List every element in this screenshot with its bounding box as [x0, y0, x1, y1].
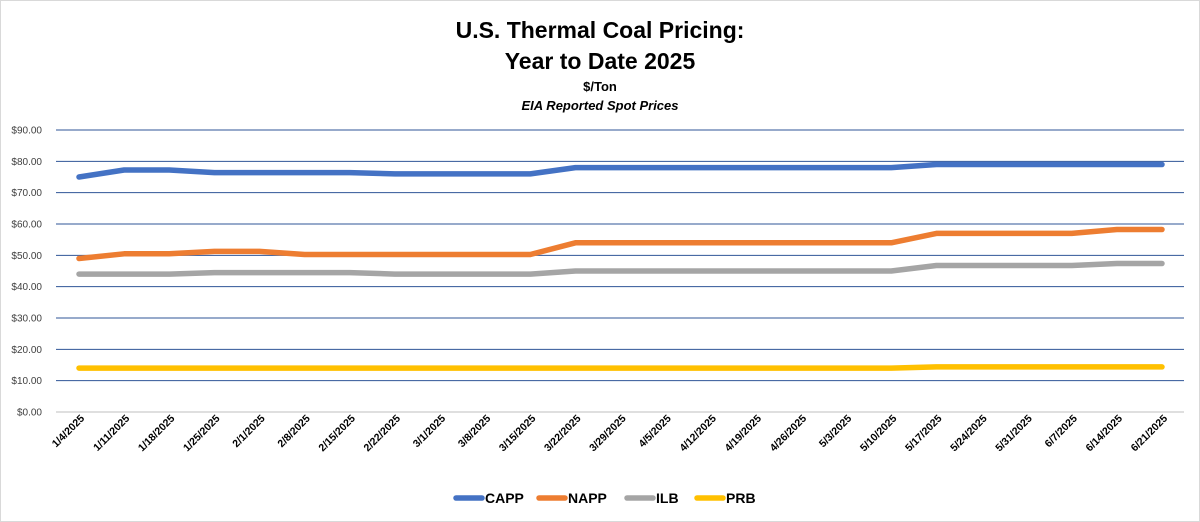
x-tick-label: 6/14/2025 [1083, 413, 1125, 455]
x-tick-label: 2/8/2025 [275, 413, 312, 450]
y-tick-label: $40.00 [11, 282, 42, 293]
chart-title: U.S. Thermal Coal Pricing: [455, 17, 745, 43]
x-tick-label: 4/5/2025 [636, 413, 673, 450]
x-tick-label: 2/22/2025 [361, 413, 403, 455]
chart-title-line-2: Year to Date 2025 [504, 48, 696, 74]
chart-subtitle-units: $/Ton [583, 79, 617, 94]
y-tick-label: $80.00 [11, 157, 42, 168]
x-tick-label: 4/26/2025 [768, 413, 810, 455]
y-tick-label: $60.00 [11, 220, 42, 231]
x-tick-label: 5/31/2025 [993, 413, 1035, 455]
chart-subtitle-source: EIA Reported Spot Prices [521, 98, 679, 113]
x-tick-label: 1/25/2025 [181, 413, 223, 455]
legend-label-prb: PRB [726, 490, 756, 506]
x-tick-label: 2/1/2025 [230, 413, 267, 450]
x-tick-label: 6/21/2025 [1129, 413, 1171, 455]
x-tick-label: 1/18/2025 [136, 413, 178, 455]
legend-label-napp: NAPP [568, 490, 607, 506]
x-tick-label: 3/15/2025 [497, 413, 539, 455]
x-tick-label: 5/3/2025 [817, 413, 854, 450]
x-tick-label: 3/1/2025 [411, 413, 448, 450]
x-tick-label: 6/7/2025 [1042, 413, 1079, 450]
x-tick-label: 3/8/2025 [456, 413, 493, 450]
x-tick-label: 1/4/2025 [50, 413, 87, 450]
x-tick-label: 1/11/2025 [91, 413, 132, 454]
y-tick-label: $0.00 [17, 408, 42, 419]
x-tick-label: 4/19/2025 [722, 413, 764, 455]
series-line-napp [76, 226, 1165, 262]
x-tick-label: 4/12/2025 [677, 413, 719, 455]
legend-label-ilb: ILB [656, 490, 679, 506]
x-tick-label: 5/24/2025 [948, 413, 990, 455]
y-tick-label: $50.00 [11, 251, 42, 262]
x-tick-label: 3/22/2025 [542, 413, 584, 455]
x-tick-label: 5/17/2025 [903, 413, 945, 455]
y-tick-label: $10.00 [11, 376, 42, 387]
y-tick-label: $90.00 [11, 126, 42, 137]
y-tick-label: $20.00 [11, 345, 42, 356]
y-tick-label: $70.00 [11, 188, 42, 199]
legend-label-capp: CAPP [485, 490, 524, 506]
series-line-capp [76, 161, 1165, 180]
series-line-prb [76, 364, 1165, 371]
series-line-ilb [76, 260, 1165, 277]
y-tick-label: $30.00 [11, 314, 42, 325]
x-tick-label: 5/10/2025 [858, 413, 900, 455]
x-tick-label: 3/29/2025 [587, 413, 629, 455]
x-tick-label: 2/15/2025 [316, 413, 358, 455]
